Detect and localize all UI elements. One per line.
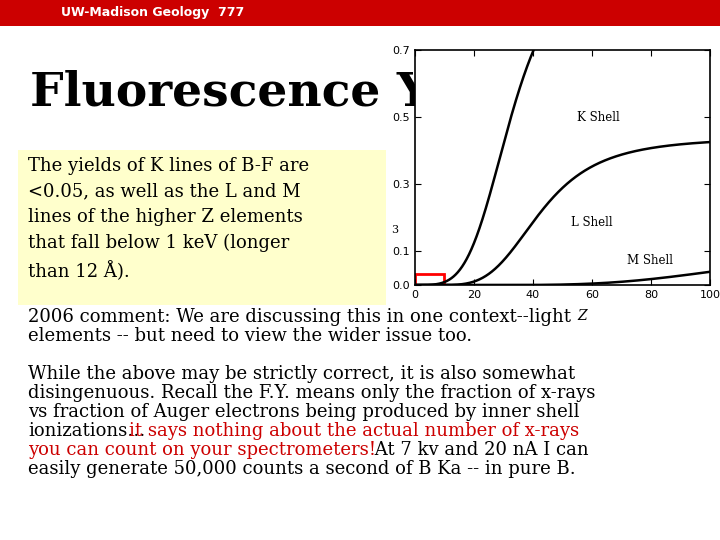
Text: The yields of K lines of B-F are
<0.05, as well as the L and M
lines of the high: The yields of K lines of B-F are <0.05, … (28, 157, 309, 281)
Text: While the above may be strictly correct, it is also somewhat: While the above may be strictly correct,… (28, 365, 575, 383)
Bar (18, 150, 386, 305)
Text: L Shell: L Shell (572, 217, 613, 230)
Text: easily generate 50,000 counts a second of B Ka -- in pure B.: easily generate 50,000 counts a second o… (28, 460, 575, 478)
Text: K Shell: K Shell (577, 111, 620, 124)
Text: it says nothing about the actual number of x-rays: it says nothing about the actual number … (129, 422, 579, 440)
Text: 2006 comment: We are discussing this in one context--light: 2006 comment: We are discussing this in … (28, 308, 571, 326)
Text: 3: 3 (391, 225, 398, 235)
Text: disingenuous. Recall the F.Y. means only the fraction of x-rays: disingenuous. Recall the F.Y. means only… (28, 384, 595, 402)
Text: ionizations…: ionizations… (28, 422, 145, 440)
Text: you can count on your spectrometers!: you can count on your spectrometers! (28, 441, 376, 459)
Text: UW-Madison Geology  777: UW-Madison Geology 777 (61, 6, 245, 19)
Text: M Shell: M Shell (627, 254, 673, 267)
Text: Z: Z (577, 309, 587, 323)
Text: Fluorescence Yields: Fluorescence Yields (30, 70, 555, 116)
Text: At 7 kv and 20 nA I can: At 7 kv and 20 nA I can (369, 441, 589, 459)
Text: vs fraction of Auger electrons being produced by inner shell: vs fraction of Auger electrons being pro… (28, 403, 580, 421)
Bar (415, 274, 444, 285)
Text: elements -- but need to view the wider issue too.: elements -- but need to view the wider i… (28, 327, 472, 345)
